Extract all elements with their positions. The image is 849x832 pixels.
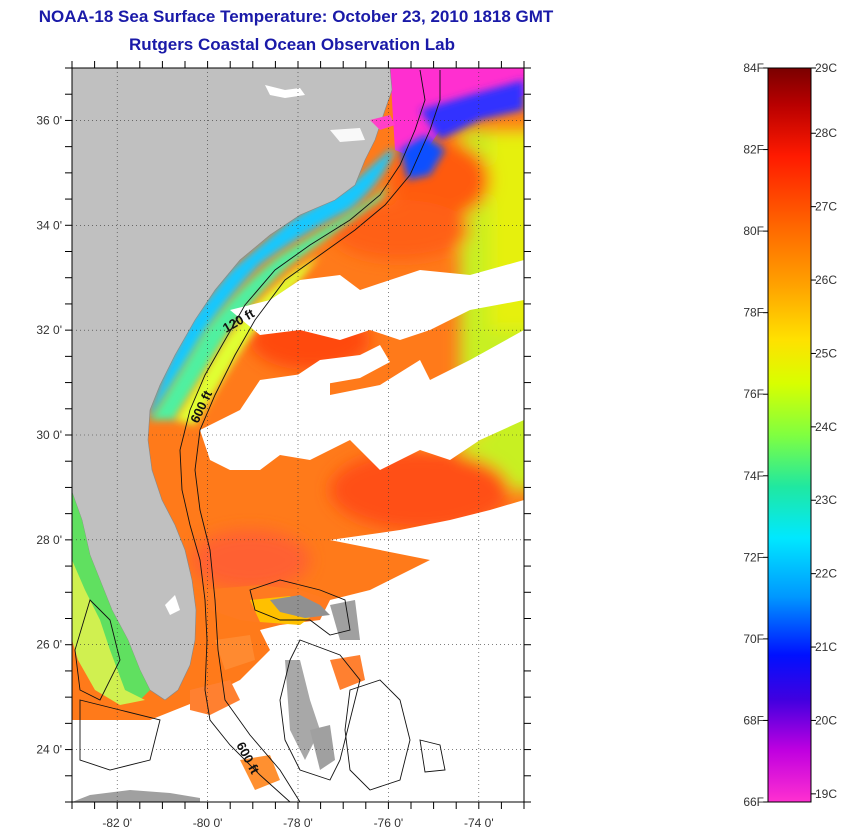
colorbar-f-label: 66F [743,795,764,809]
lon-tick-label: -76 0' [374,816,404,830]
lon-tick-label: -82 0' [102,816,132,830]
colorbar-f-label: 76F [743,387,764,401]
colorbar-c-label: 24C [815,420,837,434]
colorbar-c-label: 23C [815,493,837,507]
map-subtitle: Rutgers Coastal Ocean Observation Lab [129,35,455,54]
colorbar-c-label: 25C [815,346,837,360]
colorbar-f-label: 70F [743,632,764,646]
lon-tick-label: -78 0' [283,816,313,830]
map-title: NOAA-18 Sea Surface Temperature: October… [38,7,554,26]
colorbar-c-label: 27C [815,200,837,214]
lat-tick-label: 28 0' [36,533,62,547]
lon-tick-label: -74 0' [464,816,494,830]
colorbar-c-label: 28C [815,126,837,140]
land-southeast-us [72,68,393,701]
lat-tick-label: 24 0' [36,743,62,757]
lat-tick-label: 30 0' [36,428,62,442]
colorbar-c-label: 21C [815,640,837,654]
colorbar-c-label: 19C [815,787,837,801]
lat-tick-label: 34 0' [36,218,62,232]
colorbar-c-label: 29C [815,61,837,75]
colorbar-f-label: 72F [743,550,764,564]
colorbar-f-label: 82F [743,143,764,157]
colorbar [767,67,812,803]
colorbar-f-label: 80F [743,224,764,238]
colorbar-f-label: 68F [743,713,764,727]
lat-tick-label: 36 0' [36,113,62,127]
lat-tick-label: 26 0' [36,638,62,652]
colorbar-f-label: 74F [743,469,764,483]
colorbar-f-label: 84F [743,61,764,75]
lon-tick-label: -80 0' [193,816,223,830]
lat-tick-label: 32 0' [36,323,62,337]
colorbar-c-label: 26C [815,273,837,287]
colorbar-f-label: 78F [743,306,764,320]
colorbar-c-label: 22C [815,567,837,581]
colorbar-c-label: 20C [815,713,837,727]
